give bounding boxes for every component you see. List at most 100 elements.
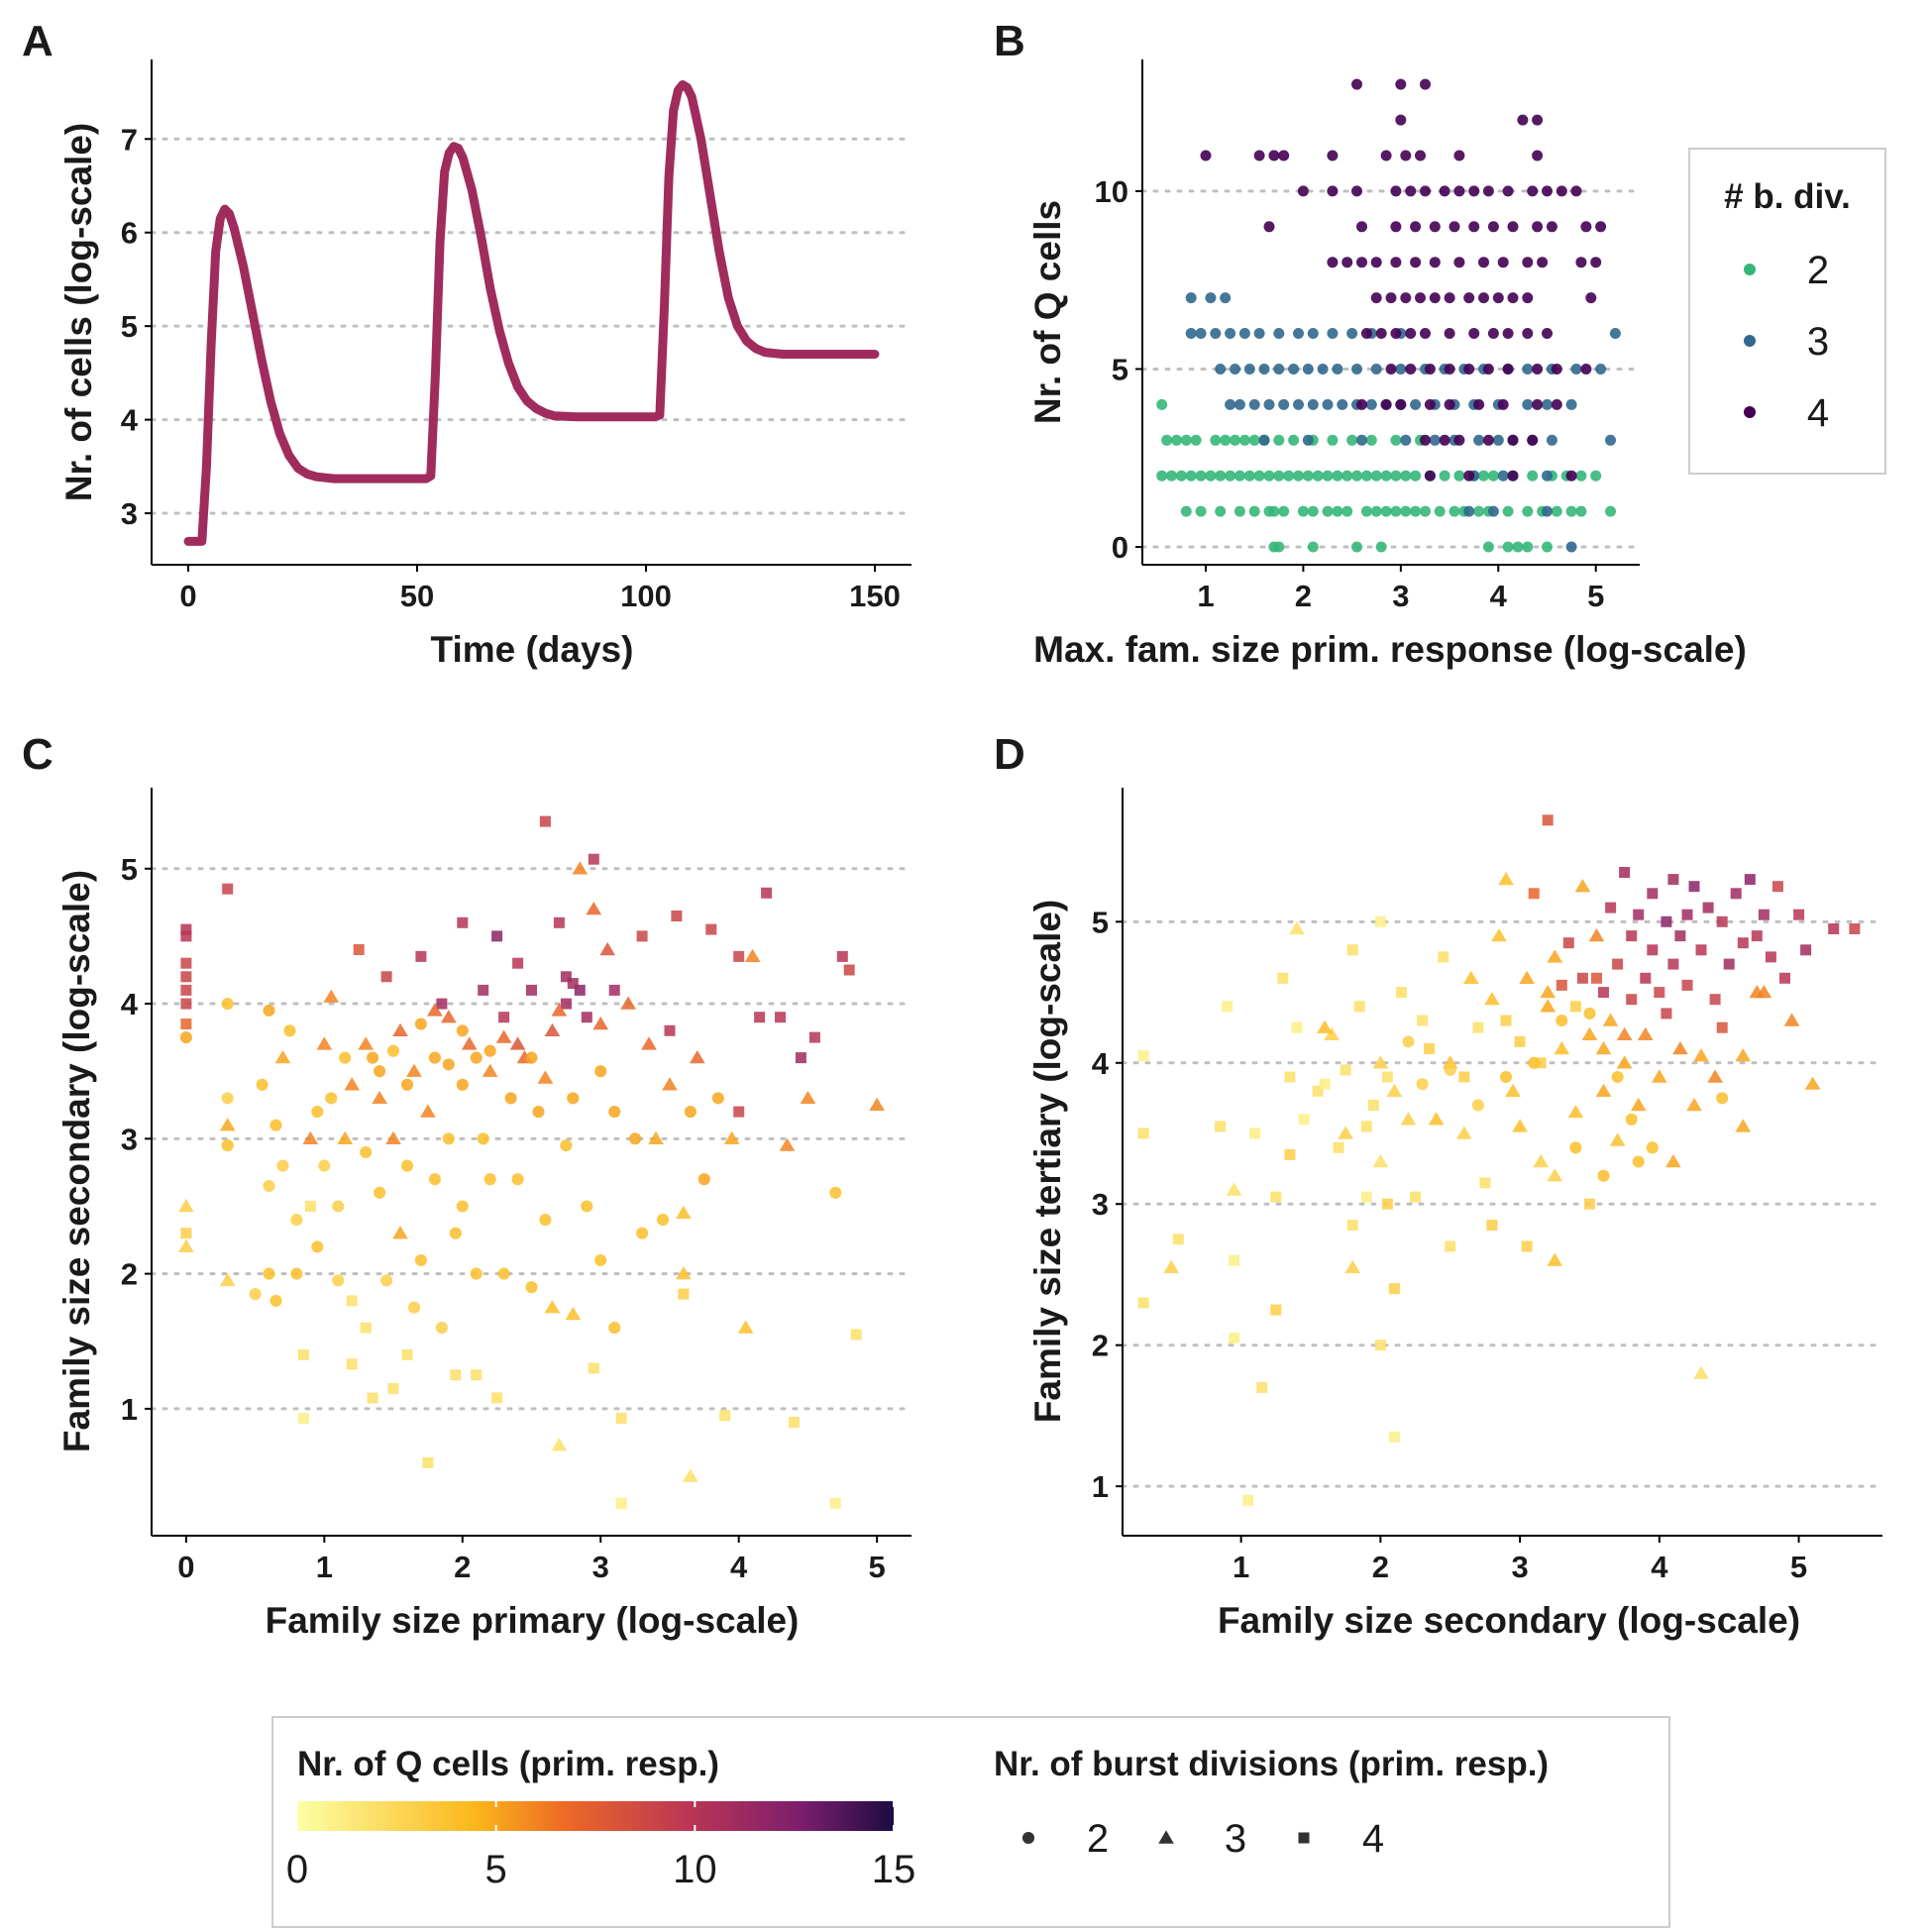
point-bdiv-4 bbox=[1537, 257, 1549, 268]
point-family-triangle bbox=[869, 1097, 885, 1111]
panel-a-plot-area bbox=[183, 80, 880, 546]
point-family-triangle bbox=[1616, 1026, 1633, 1040]
point-bdiv-4 bbox=[1449, 221, 1460, 233]
point-bdiv-4 bbox=[1410, 221, 1422, 233]
point-family-circle bbox=[629, 1132, 642, 1145]
point-bdiv-3 bbox=[1243, 364, 1255, 375]
point-family-square bbox=[1723, 958, 1735, 970]
point-bdiv-2 bbox=[1248, 434, 1260, 446]
point-bdiv-4 bbox=[1580, 221, 1592, 233]
point-bdiv-2 bbox=[1390, 470, 1402, 482]
point-family-square bbox=[574, 984, 586, 996]
point-bdiv-3 bbox=[1258, 434, 1270, 446]
point-bdiv-3 bbox=[1542, 505, 1553, 517]
point-bdiv-2 bbox=[1195, 470, 1207, 482]
point-family-undefined bbox=[1340, 1064, 1351, 1076]
point-family-circle bbox=[269, 1294, 282, 1307]
point-family-triangle bbox=[1491, 928, 1507, 942]
point-bdiv-4 bbox=[1395, 78, 1407, 90]
point-family-circle bbox=[504, 1092, 517, 1105]
point-family-undefined bbox=[1388, 1283, 1400, 1295]
point-family-undefined bbox=[1360, 1191, 1372, 1203]
point-bdiv-2 bbox=[1312, 470, 1324, 482]
point-family-triangle bbox=[441, 1010, 457, 1023]
point-bdiv-3 bbox=[1429, 434, 1441, 446]
point-bdiv-4 bbox=[1429, 292, 1441, 304]
point-family-triangle bbox=[1672, 1040, 1688, 1055]
point-family-triangle bbox=[274, 1050, 291, 1064]
point-family-square bbox=[1716, 915, 1728, 927]
point-bdiv-4 bbox=[1542, 328, 1553, 339]
point-bdiv-2 bbox=[1370, 470, 1382, 482]
point-family-circle bbox=[1528, 1056, 1541, 1069]
point-family-undefined bbox=[1137, 1050, 1149, 1062]
point-bdiv-4 bbox=[1487, 328, 1499, 339]
panel-a-grid bbox=[150, 137, 913, 515]
point-family-triangle bbox=[1519, 970, 1535, 984]
point-bdiv-4 bbox=[1482, 185, 1494, 197]
point-family-triangle bbox=[1463, 970, 1479, 984]
x-tick-label: 5 bbox=[869, 1550, 886, 1584]
point-family-circle bbox=[414, 1018, 427, 1030]
point-bdiv-2 bbox=[1590, 470, 1602, 482]
point-family-square bbox=[1751, 930, 1763, 942]
point-family-circle bbox=[332, 1274, 345, 1287]
point-bdiv-4 bbox=[1400, 292, 1412, 304]
point-bdiv-2 bbox=[1575, 505, 1587, 517]
point-bdiv-4 bbox=[1570, 185, 1582, 197]
point-family-undefined bbox=[1445, 1240, 1456, 1252]
point-bdiv-3 bbox=[1522, 398, 1534, 410]
point-bdiv-2 bbox=[1332, 470, 1343, 482]
point-family-undefined bbox=[588, 1362, 599, 1374]
point-family-square bbox=[539, 815, 551, 827]
x-tick-label: 3 bbox=[1392, 579, 1409, 613]
point-family-square bbox=[1647, 888, 1659, 900]
colorbar-tick-label: 15 bbox=[872, 1848, 916, 1891]
point-family-circle bbox=[386, 1044, 400, 1057]
panel-c-plot-area bbox=[178, 815, 885, 1509]
point-family-square bbox=[1758, 909, 1770, 920]
point-family-triangle bbox=[1602, 1013, 1619, 1026]
legend-swatch-4-b-div bbox=[1744, 406, 1756, 418]
point-family-square bbox=[795, 1052, 806, 1064]
shape-legend-label: 3 bbox=[1225, 1817, 1246, 1861]
point-bdiv-4 bbox=[1395, 398, 1407, 410]
point-family-circle bbox=[1569, 1141, 1582, 1154]
point-family-square bbox=[1591, 972, 1602, 984]
point-family-circle bbox=[339, 1051, 352, 1064]
point-bdiv-3 bbox=[1302, 364, 1314, 375]
point-family-square bbox=[1716, 1021, 1728, 1033]
point-family-triangle bbox=[1609, 1132, 1626, 1146]
x-tick-label: 3 bbox=[592, 1550, 609, 1584]
point-family-undefined bbox=[789, 1417, 800, 1428]
point-family-circle bbox=[407, 1301, 421, 1314]
point-family-triangle bbox=[1317, 1020, 1333, 1033]
point-family-square bbox=[222, 883, 234, 895]
point-family-undefined bbox=[1486, 1220, 1498, 1232]
point-bdiv-2 bbox=[1180, 505, 1192, 517]
point-family-undefined bbox=[1388, 1431, 1400, 1443]
point-family-undefined bbox=[422, 1456, 434, 1468]
point-bdiv-4 bbox=[1429, 221, 1441, 233]
point-bdiv-4 bbox=[1565, 470, 1577, 482]
point-family-square bbox=[1654, 987, 1665, 999]
point-bdiv-3 bbox=[1307, 328, 1319, 339]
point-family-undefined bbox=[1346, 1220, 1358, 1232]
point-bdiv-4 bbox=[1532, 150, 1544, 161]
point-family-triangle bbox=[551, 1003, 568, 1017]
point-family-triangle bbox=[420, 1104, 436, 1118]
point-family-circle bbox=[1646, 1141, 1659, 1154]
point-family-triangle bbox=[1338, 1126, 1353, 1139]
point-bdiv-4 bbox=[1420, 434, 1431, 446]
point-bdiv-4 bbox=[1444, 328, 1455, 339]
point-family-circle bbox=[1402, 1035, 1415, 1048]
point-bdiv-2 bbox=[1522, 505, 1534, 517]
point-family-square bbox=[1661, 1008, 1672, 1020]
point-family-triangle bbox=[344, 1077, 361, 1091]
point-family-undefined bbox=[367, 1392, 378, 1404]
point-family-triangle bbox=[676, 1266, 692, 1280]
point-bdiv-2 bbox=[1297, 505, 1309, 517]
point-bdiv-4 bbox=[1507, 292, 1519, 304]
point-bdiv-2 bbox=[1302, 470, 1314, 482]
point-bdiv-4 bbox=[1507, 434, 1519, 446]
